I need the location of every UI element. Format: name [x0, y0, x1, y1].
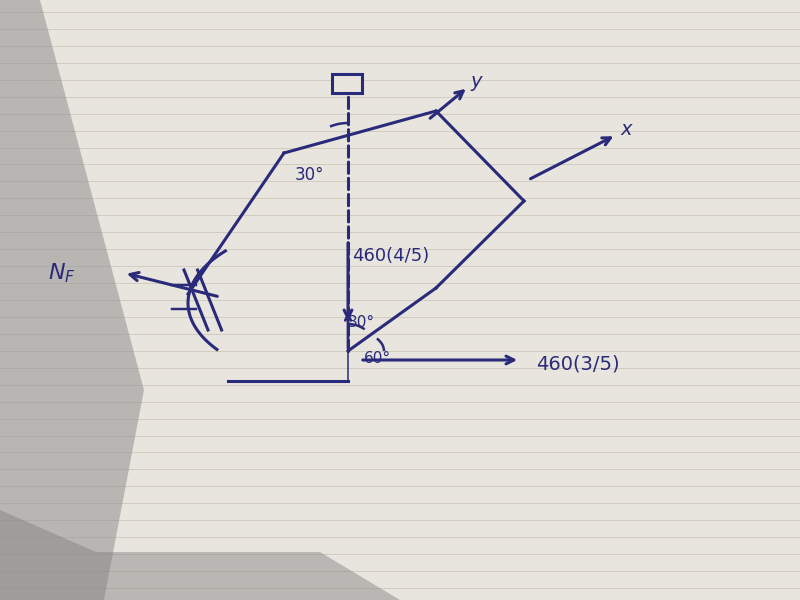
Text: $N_F$: $N_F$: [48, 261, 76, 284]
Text: x: x: [620, 120, 631, 139]
Polygon shape: [0, 0, 144, 600]
Text: 460(4/5): 460(4/5): [352, 247, 430, 265]
Text: 30°: 30°: [348, 315, 375, 330]
Text: 30°: 30°: [294, 166, 324, 184]
Polygon shape: [0, 510, 400, 600]
FancyBboxPatch shape: [332, 74, 362, 93]
Text: 460(3/5): 460(3/5): [536, 354, 620, 373]
Text: 60°: 60°: [364, 351, 391, 366]
Text: y: y: [470, 72, 482, 91]
